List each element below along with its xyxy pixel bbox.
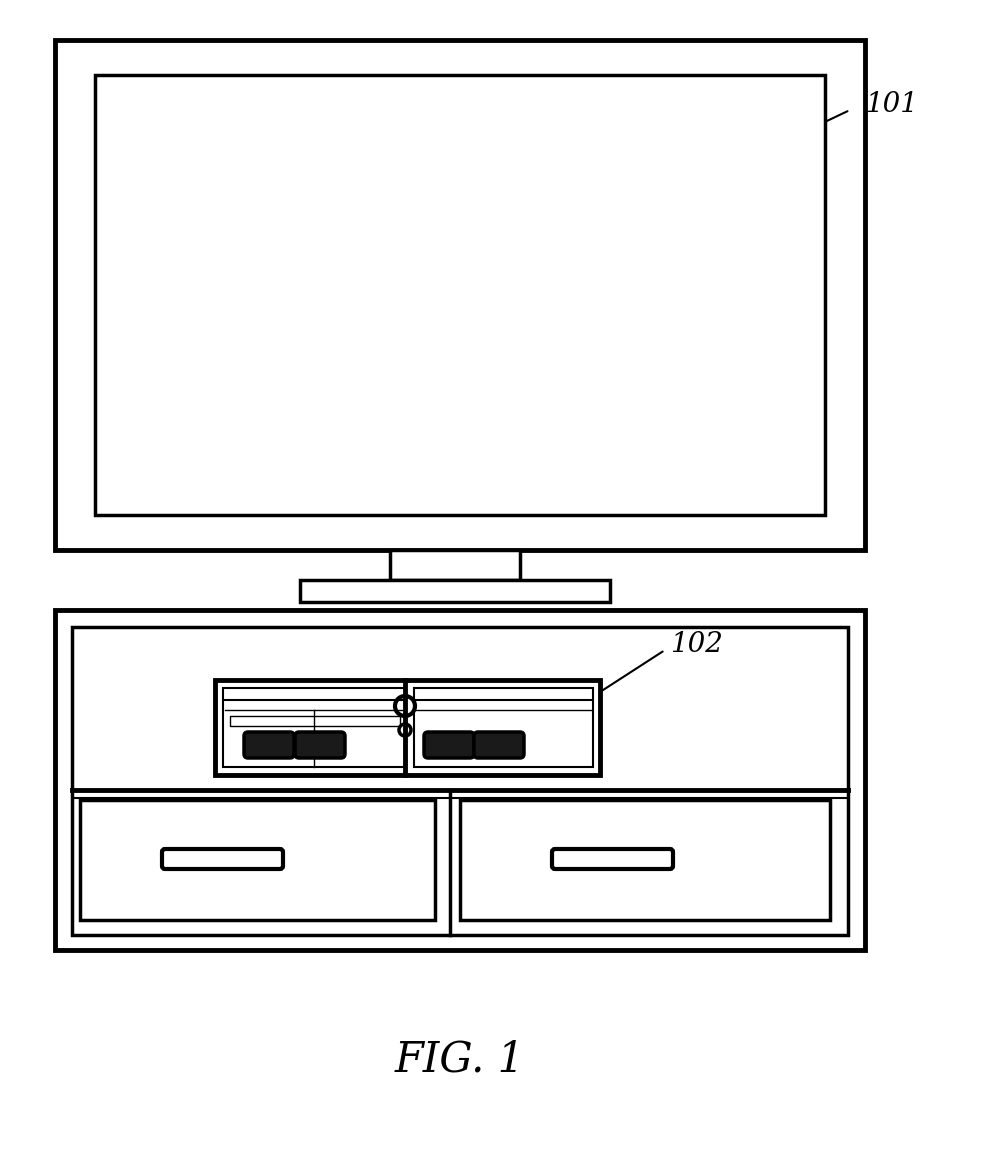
- Bar: [460, 801, 830, 920]
- FancyBboxPatch shape: [244, 732, 294, 759]
- Bar: [215, 680, 600, 775]
- Bar: [71, 627, 848, 935]
- Bar: [95, 75, 825, 515]
- Text: 101: 101: [865, 91, 917, 119]
- FancyBboxPatch shape: [424, 732, 474, 759]
- Bar: [223, 689, 406, 767]
- Bar: [230, 717, 400, 726]
- FancyBboxPatch shape: [295, 732, 345, 759]
- Bar: [390, 550, 520, 580]
- Bar: [80, 801, 435, 920]
- FancyBboxPatch shape: [162, 850, 283, 869]
- Bar: [300, 580, 610, 602]
- Bar: [55, 610, 865, 950]
- Text: 102: 102: [670, 631, 723, 658]
- FancyBboxPatch shape: [474, 732, 524, 759]
- Bar: [414, 689, 593, 767]
- Bar: [55, 40, 865, 550]
- FancyBboxPatch shape: [552, 850, 673, 869]
- Text: FIG. 1: FIG. 1: [395, 1039, 525, 1081]
